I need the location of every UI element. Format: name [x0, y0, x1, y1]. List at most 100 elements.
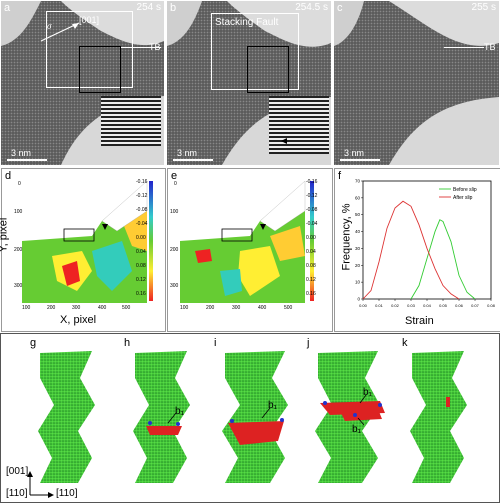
y-tick: 0 [18, 181, 21, 187]
stacking-fault-region [146, 426, 182, 435]
strain-map-e [180, 181, 314, 303]
timestamp: 254.5 s [295, 2, 328, 13]
panel-label: d [5, 170, 12, 182]
colorbar-tick: 0.12 [306, 277, 316, 283]
colorbar-labels: -0.16 -0.12 -0.08 -0.04 0.00 0.04 0.08 0… [136, 179, 164, 299]
x-tick-label: 0.01 [375, 303, 384, 308]
colorbar-tick: -0.16 [306, 179, 318, 185]
x-tick-label: 0.05 [439, 303, 448, 308]
colorbar-tick: 0.08 [136, 263, 146, 269]
panel-label-j: j [307, 337, 310, 349]
x-axis-label: X, pixel [60, 314, 97, 326]
colorbar-tick: 0.12 [136, 277, 146, 283]
burgers-vector-h: b₁ [175, 406, 184, 417]
legend-label: After slip [453, 195, 473, 201]
snapshot-i [222, 351, 288, 483]
x-tick: 100 [180, 305, 189, 311]
colorbar-tick: -0.08 [136, 207, 148, 213]
colorbar-tick: -0.08 [306, 207, 318, 213]
y-tick: 300 [170, 283, 179, 289]
colorbar-tick: -0.04 [306, 221, 318, 227]
series-line-before-slip [410, 219, 476, 300]
colorbar-tick: 0.16 [136, 291, 146, 297]
x-tick: 100 [22, 305, 31, 311]
stacking-fault-region [228, 421, 284, 445]
tb-line [121, 47, 161, 48]
x-tick: 400 [258, 305, 267, 311]
scale-label: 3 nm [11, 148, 32, 158]
snapshot-k [410, 351, 467, 483]
x-tick-label: 0.02 [391, 303, 400, 308]
inset [101, 96, 161, 146]
x-tick: 200 [206, 305, 215, 311]
panel-label-i: i [214, 337, 217, 349]
x-tick: 200 [47, 305, 56, 311]
y-tick: 200 [14, 247, 23, 253]
x-axis-label: Strain [405, 315, 434, 327]
svg-text:σ: σ [47, 21, 52, 31]
y-tick: 200 [170, 247, 179, 253]
burgers-vector-j2: b₁ [352, 424, 361, 435]
panel-label: b [170, 2, 177, 14]
y-axis-label: Y, pixel [0, 217, 10, 253]
scale-bar [340, 159, 380, 161]
direction-label: [001] [79, 15, 100, 25]
colorbar-tick: 0.16 [306, 291, 316, 297]
tem-image-c [334, 1, 499, 165]
white-box [46, 11, 133, 88]
y-tick-label: 30 [355, 246, 361, 251]
y-tick-label: 40 [355, 229, 361, 234]
chart-panel-f: f 0.00 0.01 0.02 0.03 0.04 0.05 0.06 0.07 0.08 0 1… [334, 168, 500, 332]
y-tick-label: 70 [355, 179, 361, 184]
strain-frequency-chart: 0.00 0.01 0.02 0.03 0.04 0.05 0.06 0.07 0.08 0 10 2… [355, 179, 496, 309]
y-tick-label: 20 [355, 263, 361, 268]
axis-label-origin: [110] [6, 488, 28, 499]
colorbar-tick: 0.08 [306, 263, 316, 269]
snapshot-h [133, 351, 190, 483]
black-box [79, 46, 121, 93]
colorbar-tick: 0.00 [306, 235, 316, 241]
x-tick-label: 0.00 [359, 303, 368, 308]
x-tick: 300 [232, 305, 241, 311]
y-axis-label: Frequency, % [340, 203, 353, 271]
timestamp: 255 s [471, 2, 496, 13]
strain-map-panel-e: e -0.16 -0.12 -0.08 -0.04 0.00 0.04 0.08… [167, 168, 333, 332]
y-tick: 300 [14, 283, 23, 289]
y-tick-label: 60 [355, 195, 361, 200]
scale-label: 3 nm [344, 148, 365, 158]
x-tick-label: 0.04 [423, 303, 432, 308]
scale-bar [173, 159, 213, 161]
x-tick-label: 0.03 [407, 303, 416, 308]
y-tick-label: 50 [355, 212, 361, 217]
panel-label-k: k [402, 337, 408, 349]
snapshot-j [315, 351, 385, 483]
tb-label: TB [484, 42, 496, 52]
y-tick-label: 0 [357, 297, 360, 302]
x-tick: 400 [98, 305, 107, 311]
x-tick: 500 [122, 305, 131, 311]
colorbar-tick: -0.12 [136, 193, 148, 199]
colorbar-tick: 0.00 [136, 235, 146, 241]
colorbar-tick: -0.04 [136, 221, 148, 227]
triangle-marker-icon [102, 224, 108, 230]
triangle-marker-icon [260, 224, 266, 230]
x-tick-label: 0.07 [471, 303, 480, 308]
x-tick-label: 0.08 [487, 303, 496, 308]
tem-panel-c: c 255 s TB 3 nm [334, 1, 499, 165]
axis-label-110: [110] [56, 488, 78, 499]
direction-arrow-icon: σ [40, 21, 80, 42]
tem-panel-b: b 254.5 s Stacking Fault 3 nm [167, 1, 331, 165]
colorbar-tick: -0.16 [136, 179, 148, 185]
panel-label-h: h [124, 337, 131, 349]
colorbar-labels: -0.16 -0.12 -0.08 -0.04 0.00 0.04 0.08 0… [306, 179, 331, 299]
panel-label: e [171, 170, 178, 182]
colorbar-tick: -0.12 [306, 193, 318, 199]
tb-line [444, 47, 484, 48]
y-tick: 100 [170, 209, 179, 215]
panel-label-g: g [30, 337, 37, 349]
x-tick-label: 0.06 [455, 303, 464, 308]
strain-map-panel-d: d -0.16 -0.12 -0.08 -0.04 0.00 0.04 0.08… [0, 168, 166, 332]
strain-map-d [22, 181, 153, 303]
legend-label: Before slip [453, 187, 477, 193]
md-snapshots [27, 351, 467, 498]
